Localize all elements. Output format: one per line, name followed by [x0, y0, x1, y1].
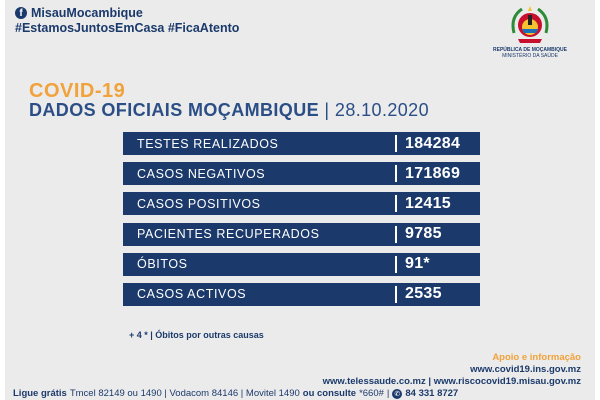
- hotline-separator: |: [386, 388, 390, 399]
- stat-value: 9785: [405, 225, 442, 243]
- website-link[interactable]: www.covid19.ins.gov.mz: [470, 364, 581, 375]
- stat-row-deaths: ÓBITOS 91*: [123, 252, 480, 276]
- stat-value: 12415: [405, 194, 451, 212]
- stat-row-negative: CASOS NEGATIVOS 171869: [123, 162, 480, 186]
- stat-divider: [395, 135, 397, 152]
- subtitle-text: DADOS OFICIAIS MOÇAMBIQUE: [29, 100, 320, 120]
- stat-row-active: CASOS ACTIVOS 2535: [123, 282, 480, 306]
- stat-label: CASOS POSITIVOS: [137, 196, 261, 211]
- stats-table: TESTES REALIZADOS 184284 CASOS NEGATIVOS…: [123, 132, 480, 313]
- facebook-handle[interactable]: f MisauMocambique: [15, 6, 143, 20]
- infographic-card: f MisauMocambique #EstamosJuntosEmCasa #…: [5, 0, 595, 400]
- stat-divider: [395, 285, 397, 303]
- footnote: + 4 * | Óbitos por outras causas: [129, 330, 264, 340]
- mozambique-emblem: REPÚBLICA DE MOÇAMBIQUE MINISTÉRIO DA SA…: [480, 3, 580, 65]
- report-date: 28.10.2020: [334, 100, 429, 120]
- stat-value: 171869: [405, 164, 461, 182]
- website-links[interactable]: www.telessaude.co.mz | www.riscocovid19.…: [322, 376, 581, 387]
- stat-divider: [395, 225, 397, 243]
- hotline-prefix: Ligue grátis: [13, 388, 67, 399]
- stat-divider: [395, 255, 397, 273]
- stat-label: TESTES REALIZADOS: [137, 136, 279, 151]
- stat-label: ÓBITOS: [137, 257, 188, 272]
- subtitle: DADOS OFICIAIS MOÇAMBIQUE | 28.10.2020: [29, 100, 429, 121]
- covid-title: COVID-19: [29, 80, 126, 102]
- stat-value: 2535: [405, 285, 442, 303]
- emblem-country: REPÚBLICA DE MOÇAMBIQUE: [493, 47, 567, 53]
- facebook-icon: f: [15, 7, 27, 19]
- stat-value: 91*: [405, 255, 430, 273]
- facebook-page-name: MisauMocambique: [31, 6, 143, 20]
- whatsapp-number: 84 331 8727: [405, 388, 459, 399]
- emblem-ministry: MINISTÉRIO DA SAÚDE: [502, 53, 558, 59]
- whatsapp-icon: ✆: [392, 388, 403, 399]
- stat-row-recovered: PACIENTES RECUPERADOS 9785: [123, 222, 480, 246]
- stat-label: PACIENTES RECUPERADOS: [137, 227, 320, 242]
- stat-label: CASOS ACTIVOS: [137, 287, 247, 302]
- stat-row-tests: TESTES REALIZADOS 184284: [123, 132, 480, 155]
- stat-row-positive: CASOS POSITIVOS 12415: [123, 192, 480, 216]
- coat-of-arms-icon: [511, 6, 549, 43]
- hotline-numbers: Tmcel 82149 ou 1490 | Vodacom 84146 | Mo…: [69, 388, 300, 399]
- hotline-or: ou consulte: [302, 388, 357, 399]
- stat-divider: [395, 195, 397, 213]
- subtitle-separator: |: [324, 100, 335, 120]
- stat-divider: [395, 165, 397, 183]
- stat-label: CASOS NEGATIVOS: [137, 166, 266, 181]
- stat-value: 184284: [405, 134, 461, 152]
- hashtags: #EstamosJuntosEmCasa #FicaAtento: [15, 21, 240, 35]
- support-title: Apoio e informação: [492, 352, 581, 363]
- hotline-bar: Ligue grátis Tmcel 82149 ou 1490 | Vodac…: [13, 388, 587, 399]
- ussd-code: *660#: [359, 388, 384, 399]
